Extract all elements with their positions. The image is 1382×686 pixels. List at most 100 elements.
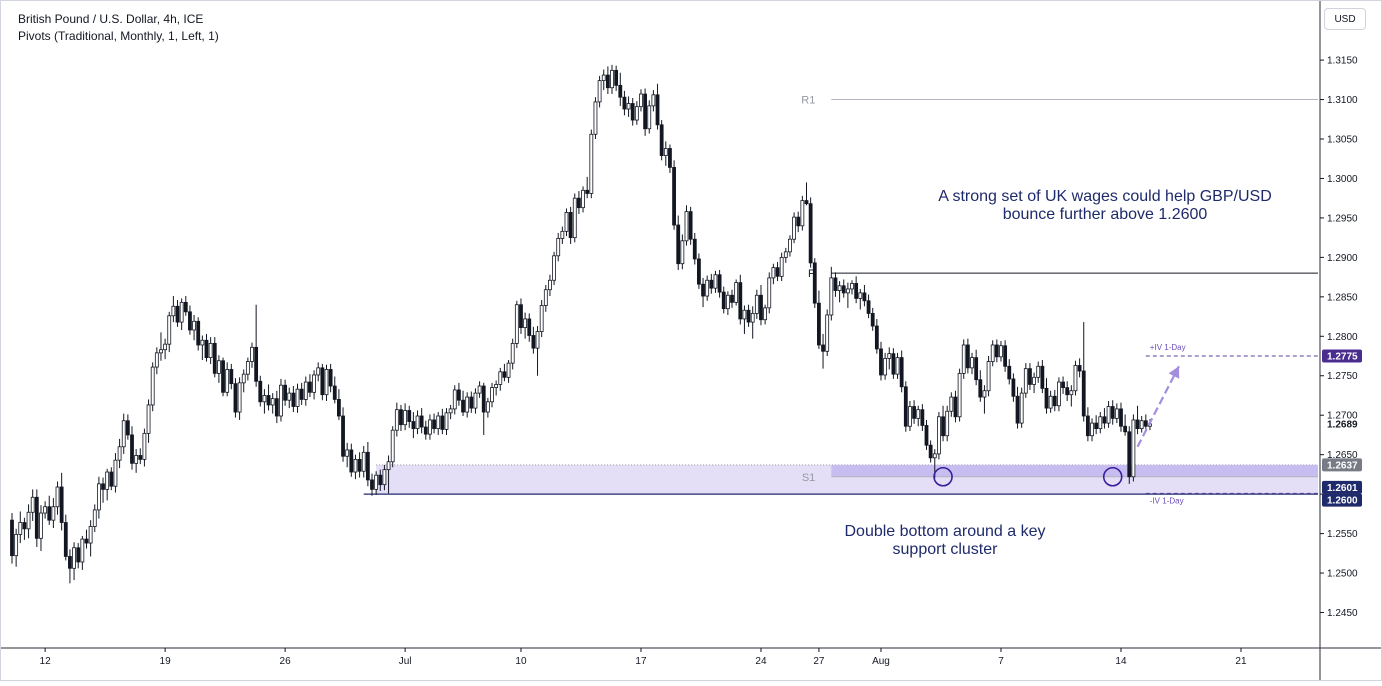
candle: [250, 342, 254, 368]
candle: [113, 453, 118, 493]
candle: [821, 333, 825, 369]
candle: [142, 428, 147, 467]
candle-body: [279, 384, 283, 417]
price-tag-box: [1322, 493, 1362, 507]
candle: [39, 505, 43, 551]
candle: [676, 215, 681, 271]
candle-body: [1081, 370, 1086, 417]
candle-body: [543, 289, 548, 306]
candle-body: [22, 522, 27, 530]
candle-body: [605, 74, 610, 89]
candle: [241, 369, 246, 393]
candle-body: [386, 461, 391, 471]
indicator-legend[interactable]: Pivots (Traditional, Monthly, 1, Left, 1…: [18, 29, 219, 43]
candle: [862, 284, 867, 307]
candle-body: [72, 547, 76, 569]
candle-body: [697, 258, 701, 285]
y-tick-label: 1.2500: [1327, 569, 1358, 580]
candle-body: [879, 348, 883, 376]
candle: [423, 420, 428, 440]
candle: [597, 75, 602, 108]
candle-body: [531, 335, 536, 349]
candle: [337, 389, 341, 420]
candle-body: [1011, 378, 1016, 397]
candle: [817, 290, 821, 349]
iv-label-1: -IV 1-Day: [1150, 496, 1184, 505]
candle-body: [403, 410, 408, 426]
candle-body: [510, 342, 515, 364]
candle-body: [717, 274, 722, 293]
candle: [514, 300, 519, 349]
candle: [655, 83, 660, 130]
candle-body: [527, 318, 532, 336]
candle-body: [593, 101, 598, 135]
candle-body: [341, 415, 345, 457]
candle-body: [630, 103, 635, 121]
candle: [407, 405, 412, 428]
candle-body: [982, 390, 987, 398]
candle: [221, 357, 225, 397]
candle: [30, 489, 35, 521]
level-p-label: P: [808, 268, 815, 280]
candle: [953, 390, 958, 423]
candle: [825, 309, 830, 357]
candle-body: [55, 486, 60, 508]
candle: [837, 281, 842, 303]
candle: [452, 385, 457, 415]
candle: [647, 100, 652, 134]
candle: [775, 262, 780, 282]
candle-body: [266, 395, 271, 406]
candle-body: [287, 392, 292, 401]
candle-body: [680, 240, 685, 265]
candle-body: [775, 267, 780, 277]
projection-arrow-shaft: [1136, 365, 1180, 448]
candle-body: [84, 538, 89, 544]
candle-body: [833, 277, 838, 291]
candle-body: [146, 404, 151, 434]
candle-body: [912, 406, 916, 419]
candle: [692, 232, 697, 265]
candle: [279, 378, 283, 422]
candle: [399, 404, 403, 431]
candle-body: [337, 399, 341, 417]
candle-body: [754, 294, 759, 314]
candle-body: [303, 381, 308, 400]
candle: [163, 338, 168, 360]
annotation-overlay-layer: [933, 365, 1180, 487]
candle: [829, 266, 834, 321]
candle-body: [419, 415, 424, 428]
candle: [543, 284, 548, 312]
candle-body: [1040, 365, 1045, 389]
currency-button[interactable]: USD: [1324, 8, 1366, 30]
y-tick-label: 1.2750: [1327, 371, 1358, 382]
candle-body: [1007, 365, 1012, 380]
candle: [299, 382, 304, 405]
candle: [134, 449, 139, 473]
candle-body: [229, 369, 234, 385]
candle-body: [130, 434, 134, 464]
candle: [581, 186, 585, 213]
price-tag-box: [1322, 480, 1362, 494]
candle-body: [1028, 368, 1032, 385]
candle-body: [866, 300, 871, 314]
candle: [643, 88, 648, 136]
candle: [287, 387, 292, 409]
candle-body: [159, 349, 163, 354]
candle: [527, 313, 532, 342]
candle-body: [258, 380, 263, 403]
candle-body: [589, 133, 594, 194]
candle-body: [643, 93, 648, 130]
candle: [274, 390, 279, 424]
candle: [796, 211, 801, 233]
candle-body: [796, 216, 801, 227]
candle-body: [742, 309, 747, 320]
candle: [192, 314, 196, 341]
candle: [146, 399, 151, 443]
candle: [626, 96, 631, 117]
candle-body: [113, 459, 118, 487]
x-tick-label: 17: [635, 656, 647, 667]
candle: [903, 381, 908, 432]
x-tick-label: 26: [280, 656, 292, 667]
candle-body: [668, 148, 672, 168]
